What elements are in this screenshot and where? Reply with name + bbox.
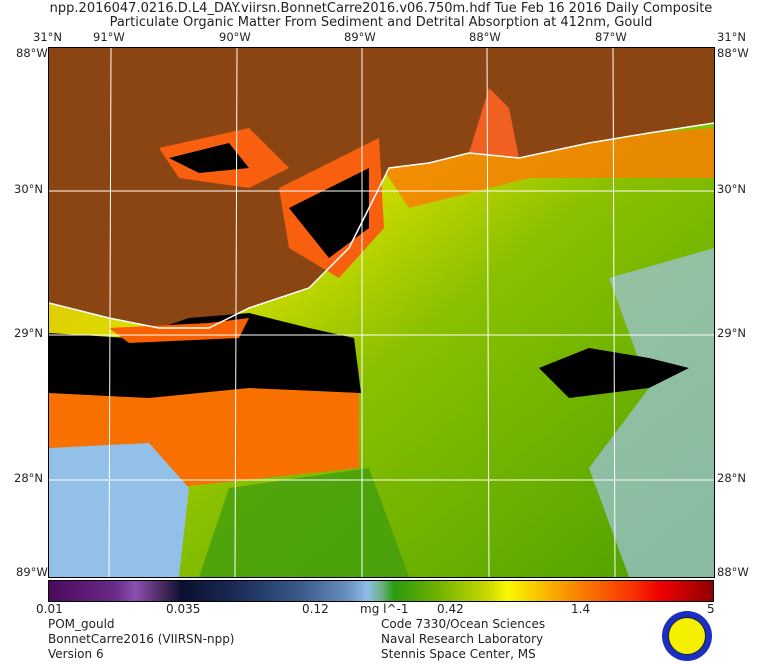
lon-label: 89°W (16, 565, 48, 579)
product-name: POM_gould (48, 617, 115, 631)
coastline (49, 122, 714, 329)
nrl-seal-logo (662, 611, 712, 661)
lon-label: 91°W (93, 30, 125, 44)
lat-label: 28°N (717, 471, 746, 485)
colorbar-tick: 0.42 (437, 602, 464, 616)
graticule (49, 48, 714, 577)
lat-label: 31°N (33, 30, 62, 44)
mobile-bay (469, 88, 519, 158)
lat-label: 29°N (14, 326, 43, 340)
version: Version 6 (48, 647, 104, 661)
org-name: Naval Research Laboratory (381, 632, 544, 646)
dataset-name: BonnetCarre2016 (VIIRSN-npp) (48, 632, 235, 646)
org-code: Code 7330/Ocean Sciences (381, 617, 546, 631)
colorbar (48, 580, 714, 602)
lat-label: 29°N (717, 326, 746, 340)
colorbar-tick: 0.035 (166, 602, 201, 616)
lon-label: 89°W (344, 30, 376, 44)
lon-label: 88°W (717, 565, 749, 579)
lat-label: 28°N (14, 471, 43, 485)
clear-water (49, 443, 189, 577)
lat-label: 30°N (717, 182, 746, 196)
lon-label: 88°W (717, 46, 749, 60)
colorbar-tick: 1.4 (571, 602, 591, 616)
green-water (199, 468, 409, 577)
lat-label: 30°N (14, 182, 43, 196)
lon-label: 88°W (16, 46, 48, 60)
lon-label: 90°W (219, 30, 251, 44)
map-image[interactable] (48, 47, 715, 578)
product-title: Particulate Organic Matter From Sediment… (109, 15, 653, 30)
coastal-water (109, 318, 249, 343)
colorbar-tick: 0.12 (302, 602, 329, 616)
lon-label: 87°W (595, 30, 627, 44)
org-location: Stennis Space Center, MS (381, 647, 536, 661)
lon-label: 88°W (469, 30, 501, 44)
colorbar-tick: 0.01 (36, 602, 63, 616)
colorbar-units: mg l^-1 (360, 602, 409, 616)
land (49, 48, 714, 328)
clear-water (589, 248, 714, 577)
file-title: npp.2016047.0216.D.L4_DAY.viirsn.BonnetC… (49, 1, 713, 16)
no-data-band (49, 313, 361, 398)
lat-label: 31°N (717, 30, 746, 44)
no-data (169, 143, 369, 258)
colorbar-tick: 5 (707, 602, 715, 616)
